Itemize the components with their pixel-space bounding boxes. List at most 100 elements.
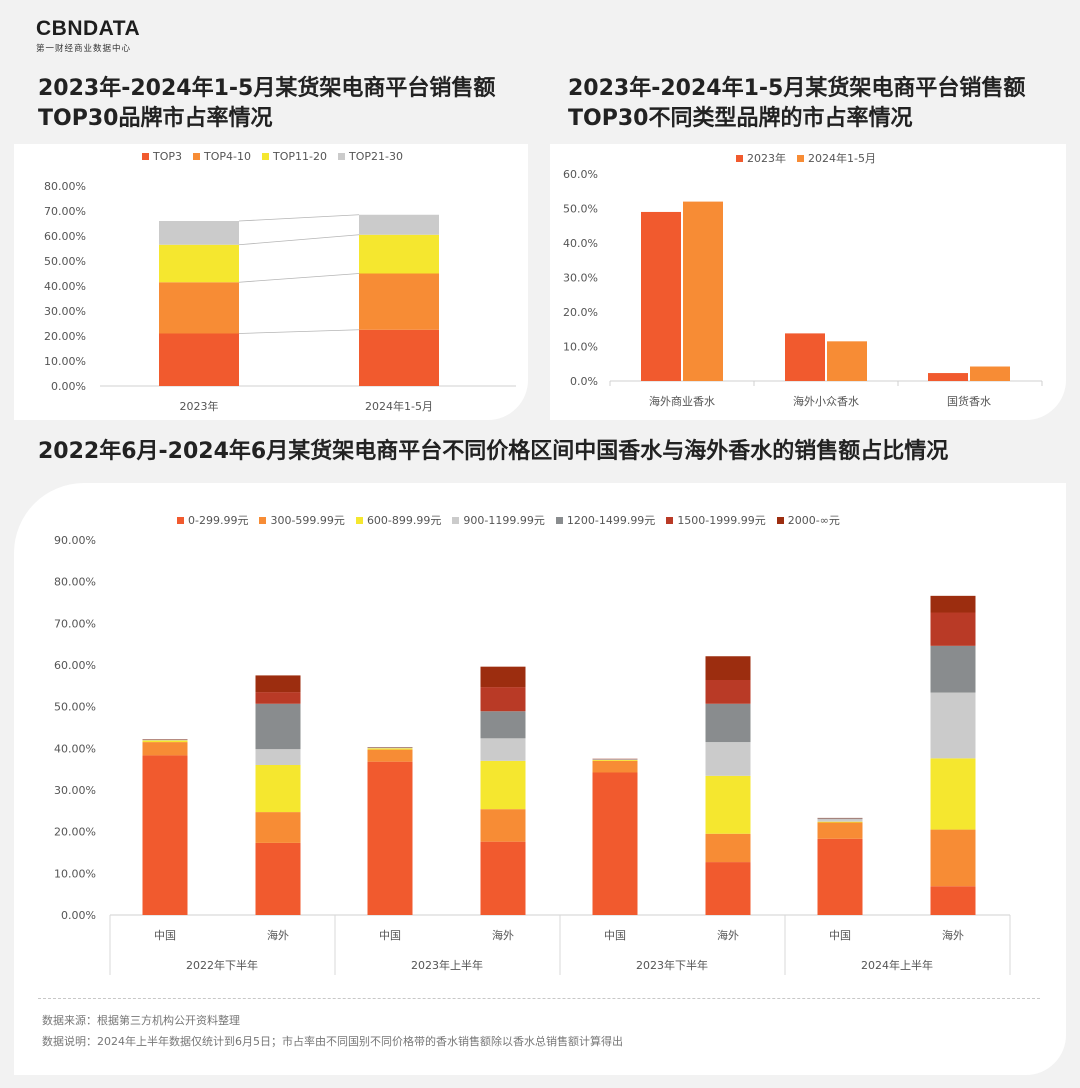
chart3-legend-label: 2000-∞元 [787,514,840,527]
chart3-bar-segment [817,818,863,820]
chart3-legend-label: 300-599.99元 [270,514,345,527]
chart3-ytick-label: 20.00% [54,826,96,839]
chart3-bar-segment [930,645,976,693]
chart3-bar-segment [255,675,301,693]
chart1-legend-swatch [262,153,269,160]
chart3-bar-segment [705,742,751,776]
chart3-bar-segment [930,758,976,830]
chart1-connector-line [238,234,360,246]
logo-tagline: 第一财经商业数据中心 [36,44,132,54]
chart3-legend-item: 2000-∞元 [776,512,840,528]
chart3-bar-segment [480,809,526,842]
chart1-legend-label: TOP11-20 [273,150,327,163]
chart3-xtick-label: 海外 [942,928,964,942]
chart1-card: TOP3 TOP4-10 TOP11-20 TOP21-30 0.00% 10.00% 2… [14,144,528,420]
chart3-bar-segment [255,749,301,765]
chart2-legend-item: 2024年1-5月 [797,150,876,166]
chart2-legend-swatch [797,154,804,162]
chart3-bar-segment [817,822,863,839]
chart1-ytick-label: 50.00% [44,255,86,268]
chart3-ytick-label: 40.00% [54,742,96,755]
chart3-bar-segment [930,886,976,915]
chart1-plot: 0.00% 10.00% 20.00% 30.00% 40.00% 50.00% 60.00… [44,180,516,413]
chart2-legend-label: 2024年1-5月 [808,152,876,165]
chart1-legend-item: TOP21-30 [337,150,403,163]
chart1-legend: TOP3 TOP4-10 TOP11-20 TOP21-30 [142,150,414,163]
chart3-legend-item: 1500-1999.99元 [666,512,766,528]
chart3-bar-segment [930,612,976,646]
chart2-ytick-label: 30.0% [563,272,598,285]
chart1-legend-swatch [337,153,345,160]
chart1-legend-item: TOP3 [142,150,182,163]
data-explain-note: 数据说明：2024年上半年数据仅统计到6月5日；市占率由不同国别不同价格带的香水… [42,1035,623,1048]
chart3-xtick-label: 中国 [829,929,851,942]
chart3-bar-segment [142,740,188,743]
chart3-bar-segment [817,821,863,823]
chart2-legend-item: 2023年 [736,150,786,166]
chart1-ytick-label: 30.00% [44,305,86,318]
chart3-bar-segment [142,742,188,756]
chart1-legend-label: TOP3 [153,150,183,163]
chart3-bar-segment [705,862,751,915]
chart2-xtick-label: 海外小众香水 [793,394,859,408]
chart3-bar-segment [930,692,976,759]
chart3-legend: 0-299.99元 300-599.99元 600-899.99元 900-1199.… [177,512,851,528]
chart3-xtick-label: 海外 [492,928,514,942]
chart3-ytick-label: 0.00% [61,909,96,922]
chart3-bar-segment [930,829,976,887]
chart2-bar [683,201,723,381]
chart1-connector-line [238,329,360,334]
chart3-bar-segment [480,666,526,688]
chart3-bar-segment [705,703,751,743]
chart1-legend-label: TOP4-10 [204,150,251,163]
chart3-bar-segment [255,703,301,750]
chart3-bar-segment [367,749,413,762]
chart3-ytick-label: 80.00% [54,576,96,589]
chart2-xtick-label: 国货香水 [947,394,991,408]
chart3-plot: 0.00% 10.00% 20.00% 30.00% 40.00% 50.00% 60.00… [54,534,1011,975]
chart3-bar-segment [705,833,751,863]
chart1-bar-segment [359,329,439,386]
chart3-ytick-label: 70.00% [54,617,96,630]
chart3-bar-segment [367,748,413,750]
chart2-legend-label: 2023年 [747,152,786,165]
chart3-ytick-label: 10.00% [54,867,96,880]
chart3-bar-segment [367,761,413,915]
chart2-bar [928,373,968,381]
chart1-title-line2: TOP30品牌市占率情况 [38,106,273,131]
chart3-legend-item: 300-599.99元 [259,512,345,528]
chart3-bar-segment [930,595,976,613]
chart1-bar-segment [159,244,239,283]
chart1-xtick-label: 2024年1-5月 [365,399,433,413]
chart3-xtick-label: 中国 [379,929,401,942]
chart3-legend-label: 900-1199.99元 [463,514,545,527]
chart1-legend-item: TOP11-20 [262,150,327,163]
chart3-legend-swatch [452,516,460,524]
chart1-ytick-label: 40.00% [44,280,86,293]
chart1-legend-label: TOP21-30 [348,150,403,163]
chart2-bar [641,211,681,381]
chart3-bar-segment [705,775,751,834]
chart1-ytick-label: 60.00% [44,230,86,243]
chart3-xtick-label: 中国 [604,929,626,942]
chart2-bar [785,333,825,381]
chart3-ytick-label: 60.00% [54,659,96,672]
chart3-group-label: 2023年下半年 [636,958,708,972]
chart3-bar-segment [592,760,638,761]
chart3-bar-segment [480,841,526,915]
chart2-title-line2: TOP30不同类型品牌的市占率情况 [568,106,913,131]
chart2-bar [970,366,1010,381]
chart3-bar-segment [817,838,863,915]
chart1-bar-segment [359,273,439,330]
chart1-bar-segment [359,214,439,235]
chart2-ytick-label: 10.0% [563,341,598,354]
chart3-bar-segment [480,738,526,761]
chart2-bar [827,341,867,381]
chart2-ytick-label: 0.0% [570,375,598,388]
chart2-ytick-label: 40.0% [563,237,598,250]
chart1-connector-line [238,273,360,283]
chart3-legend-label: 1200-1499.99元 [566,514,656,527]
chart3-xtick-label: 海外 [267,928,289,942]
chart3-legend-item: 900-1199.99元 [452,512,545,528]
chart3-legend-swatch [355,516,363,524]
